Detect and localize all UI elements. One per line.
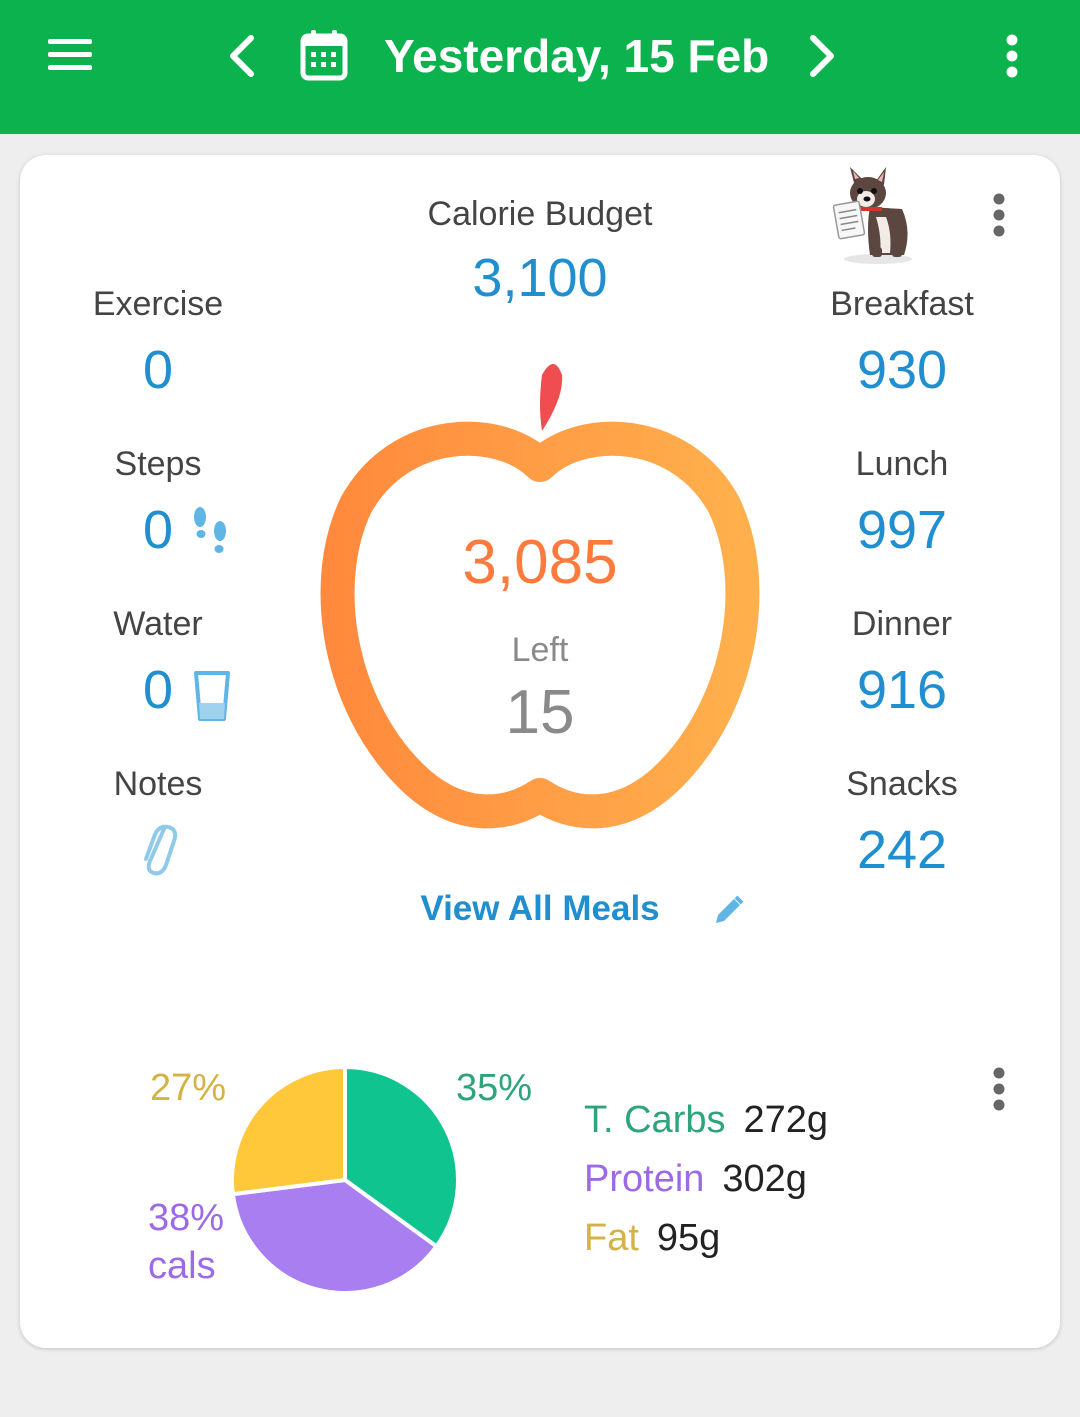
menu-icon[interactable]: [40, 30, 100, 80]
water-glass-icon[interactable]: [192, 669, 232, 723]
pie-label-cals: cals: [148, 1245, 216, 1287]
lunch-label: Lunch: [855, 445, 949, 483]
legend-carbs-amount: 272g: [743, 1099, 829, 1141]
date-title[interactable]: Yesterday, 15 Feb: [384, 30, 770, 82]
calories-left-label: Left: [511, 631, 569, 669]
paperclip-icon[interactable]: [136, 819, 180, 879]
legend-fat-name: Fat: [584, 1217, 639, 1259]
calories-eaten-value[interactable]: 3,085: [462, 528, 618, 597]
steps-value[interactable]: 0: [142, 500, 174, 560]
summary-card: Calorie Budget 3,100 Exercise 0 Steps 0: [20, 155, 1060, 1348]
pie-slice-carbs[interactable]: [343, 1064, 460, 1250]
legend-row-fat: Fat 95g: [584, 1217, 720, 1260]
breakfast-label: Breakfast: [830, 285, 974, 323]
calorie-budget-value[interactable]: 3,100: [472, 248, 608, 308]
water-label: Water: [113, 605, 203, 643]
calorie-apple-ring[interactable]: [310, 355, 770, 845]
notes-label: Notes: [113, 765, 203, 803]
legend-fat-amount: 95g: [656, 1217, 721, 1259]
exercise-label: Exercise: [92, 285, 224, 323]
pie-slice-fat[interactable]: [230, 1064, 347, 1197]
legend-carbs-name: T. Carbs: [584, 1099, 726, 1141]
exercise-value[interactable]: 0: [142, 340, 174, 400]
macro-pie-chart[interactable]: [228, 1063, 462, 1297]
more-vert-icon[interactable]: [992, 30, 1032, 82]
chevron-right-icon[interactable]: [800, 28, 844, 84]
footsteps-icon: [190, 505, 234, 561]
pie-label-carbs: 35%: [456, 1067, 533, 1109]
pie-label-protein: 38%: [148, 1197, 225, 1239]
calendar-icon[interactable]: [296, 26, 352, 84]
snacks-label: Snacks: [846, 765, 958, 803]
legend-row-protein: Protein 302g: [584, 1158, 807, 1201]
breakfast-value[interactable]: 930: [856, 340, 948, 400]
chevron-left-icon[interactable]: [220, 28, 264, 84]
card-more-icon[interactable]: [986, 193, 1012, 241]
dog-mascot-icon[interactable]: [830, 167, 920, 267]
legend-protein-amount: 302g: [722, 1158, 807, 1200]
lunch-value[interactable]: 997: [856, 500, 948, 560]
dinner-label: Dinner: [851, 605, 953, 643]
app-bar: Yesterday, 15 Feb: [0, 0, 1080, 134]
calorie-budget-label: Calorie Budget: [427, 195, 653, 233]
pie-label-fat: 27%: [150, 1067, 227, 1109]
dinner-value[interactable]: 916: [856, 660, 948, 720]
legend-row-carbs: T. Carbs 272g: [584, 1099, 828, 1142]
legend-protein-name: Protein: [584, 1158, 705, 1200]
calories-left-value: 15: [505, 678, 575, 747]
macros-more-icon[interactable]: [986, 1067, 1012, 1115]
steps-label: Steps: [114, 445, 202, 483]
edit-pencil-icon[interactable]: [710, 893, 746, 929]
view-all-meals-link[interactable]: View All Meals: [420, 889, 660, 928]
water-value[interactable]: 0: [142, 660, 174, 720]
pie-slice-protein[interactable]: [230, 1177, 440, 1295]
snacks-value[interactable]: 242: [856, 820, 948, 880]
